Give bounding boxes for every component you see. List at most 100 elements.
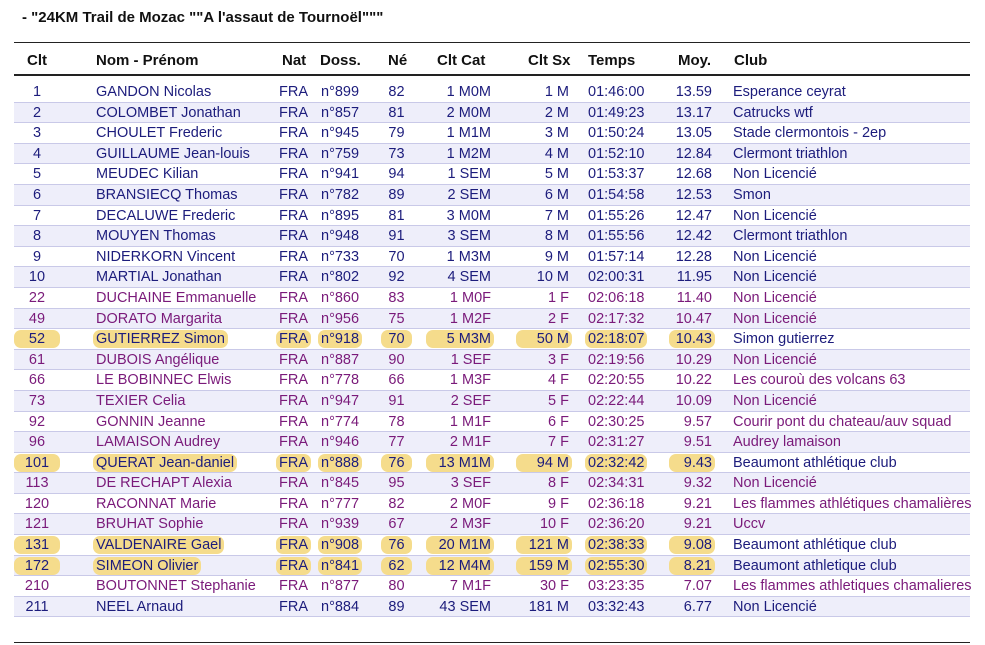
table-row: 7 DECALUWE Frederic FRA n°895 81 3 M0M 7 M 01:5… (14, 206, 970, 227)
nat-cell: FRA (279, 372, 308, 389)
nat-cell: FRA (279, 186, 308, 203)
club-cell: Les flammes athlétiques chamalières (733, 495, 972, 512)
name-cell: DUCHAINE Emmanuelle (96, 289, 257, 306)
gender-rank-cell: 121 M (516, 536, 572, 555)
nat-cell: FRA (279, 351, 308, 368)
table-row: 6 BRANSIECQ Thomas FRA n°782 89 2 SEM 6 M 01:54… (14, 184, 970, 206)
club-cell: Les couroù des volcans 63 (733, 372, 906, 389)
nat-cell: FRA (279, 434, 308, 451)
table-row: 9 NIDERKORN Vincent FRA n°733 70 1 M3M 9 M 01:5… (14, 247, 970, 268)
gender-rank-cell: 5 F (548, 392, 569, 409)
birth-year-cell: 82 (388, 84, 405, 100)
category-rank-cell: 2 SEF (450, 392, 491, 409)
time-cell: 02:32:42 (585, 453, 648, 472)
category-rank-cell: 1 M3F (449, 372, 491, 389)
rank-cell: 49 (28, 310, 46, 327)
name-cell: MARTIAL Jonathan (96, 269, 222, 286)
time-cell: 02:36:20 (588, 516, 645, 533)
name-cell: VALDENAIRE Gael (93, 536, 225, 555)
time-cell: 01:55:56 (588, 228, 645, 245)
bib-cell: n°777 (321, 495, 360, 512)
table-row: 73 TEXIER Celia FRA n°947 91 2 SEF 5 F 02:22:44… (14, 390, 970, 412)
speed-cell: 12.47 (675, 207, 712, 224)
speed-cell: 9.08 (669, 536, 715, 555)
name-cell: GUTIERREZ Simon (93, 330, 228, 349)
time-cell: 02:19:56 (588, 351, 645, 368)
rank-cell: 131 (14, 536, 60, 555)
table-row: 121 BRUHAT Sophie FRA n°939 67 2 M3F 10 F 02:36… (14, 514, 970, 536)
club-cell: Courir pont du chateau/auv squad (733, 413, 952, 430)
speed-cell: 11.95 (676, 269, 712, 286)
birth-year-cell: 90 (388, 351, 405, 368)
gender-rank-cell: 2 M (544, 104, 569, 121)
gender-rank-cell: 10 F (539, 516, 569, 533)
gender-rank-cell: 50 M (516, 330, 572, 349)
nat-cell: FRA (279, 248, 308, 265)
gender-rank-cell: 4 F (548, 372, 569, 389)
name-cell: CHOULET Frederic (96, 125, 223, 142)
table-row: 113 DE RECHAPT Alexia FRA n°845 95 3 SEF 8 F 02… (14, 473, 970, 494)
birth-year-cell: 89 (388, 186, 405, 203)
speed-cell: 12.68 (675, 166, 712, 183)
table-row: 1 GANDON Nicolas FRA n°899 82 1 M0M 1 M 01:46:0… (14, 82, 970, 103)
bib-cell: n°860 (321, 289, 360, 306)
category-rank-cell: 3 SEF (450, 475, 491, 492)
time-cell: 02:06:18 (588, 289, 645, 306)
bib-cell: n°939 (321, 516, 360, 533)
table-row: 10 MARTIAL Jonathan FRA n°802 92 4 SEM 10 M 02:… (14, 267, 970, 288)
birth-year-cell: 80 (388, 578, 405, 595)
nat-cell: FRA (279, 228, 308, 245)
birth-year-cell: 82 (388, 495, 405, 512)
rank-cell: 2 (32, 104, 42, 121)
rank-cell: 66 (28, 372, 46, 389)
time-cell: 01:54:58 (588, 186, 645, 203)
time-cell: 02:34:31 (588, 475, 645, 492)
nat-cell: FRA (279, 207, 308, 224)
club-cell: Uccv (733, 516, 766, 533)
gender-rank-cell: 8 F (548, 475, 569, 492)
bib-cell: n°948 (321, 228, 360, 245)
club-cell: Non Licencié (733, 269, 817, 286)
name-cell: SIMEON Olivier (93, 556, 202, 575)
bib-cell: n°782 (321, 186, 360, 203)
bib-cell: n°802 (321, 269, 360, 286)
speed-cell: 9.21 (683, 495, 712, 512)
nat-cell: FRA (279, 578, 308, 595)
club-cell: Clermont triathlon (733, 228, 848, 245)
time-cell: 01:55:26 (588, 207, 645, 224)
name-cell: DE RECHAPT Alexia (96, 475, 232, 492)
rank-cell: 6 (32, 186, 42, 203)
table-row: 96 LAMAISON Audrey FRA n°946 77 2 M1F 7 F 02:31… (14, 432, 970, 453)
gender-rank-cell: 7 M (544, 207, 569, 224)
name-cell: BOUTONNET Stephanie (96, 578, 256, 595)
birth-year-cell: 83 (388, 289, 405, 306)
time-cell: 01:46:00 (588, 84, 645, 100)
club-cell: Beaumont athlétique club (733, 454, 897, 471)
nat-cell: FRA (279, 269, 308, 286)
category-rank-cell: 13 M1M (426, 453, 494, 472)
club-cell: Esperance ceyrat (733, 84, 846, 100)
club-cell: Catrucks wtf (733, 104, 813, 121)
birth-year-cell: 95 (388, 475, 405, 492)
nat-cell: FRA (279, 104, 308, 121)
name-cell: MEUDEC Kilian (96, 166, 199, 183)
rank-cell: 52 (14, 330, 60, 349)
birth-year-cell: 91 (388, 228, 405, 245)
name-cell: GONNIN Jeanne (96, 413, 206, 430)
nat-cell: FRA (279, 413, 308, 430)
header-sx: Clt Sx (528, 52, 571, 69)
nat-cell: FRA (276, 330, 311, 349)
gender-rank-cell: 5 M (544, 166, 569, 183)
birth-year-cell: 81 (388, 104, 405, 121)
header-name: Nom - Prénom (96, 52, 199, 69)
club-cell: Non Licencié (733, 289, 817, 306)
rank-cell: 121 (24, 516, 50, 533)
speed-cell: 10.22 (675, 372, 712, 389)
table-row: 5 MEUDEC Kilian FRA n°941 94 1 SEM 5 M 01:53:37… (14, 164, 970, 185)
time-cell: 02:30:25 (588, 413, 645, 430)
name-cell: COLOMBET Jonathan (96, 104, 241, 121)
name-cell: MOUYEN Thomas (96, 228, 216, 245)
category-rank-cell: 5 M3M (426, 330, 494, 349)
rank-cell: 8 (32, 228, 42, 245)
speed-cell: 12.84 (675, 145, 712, 162)
